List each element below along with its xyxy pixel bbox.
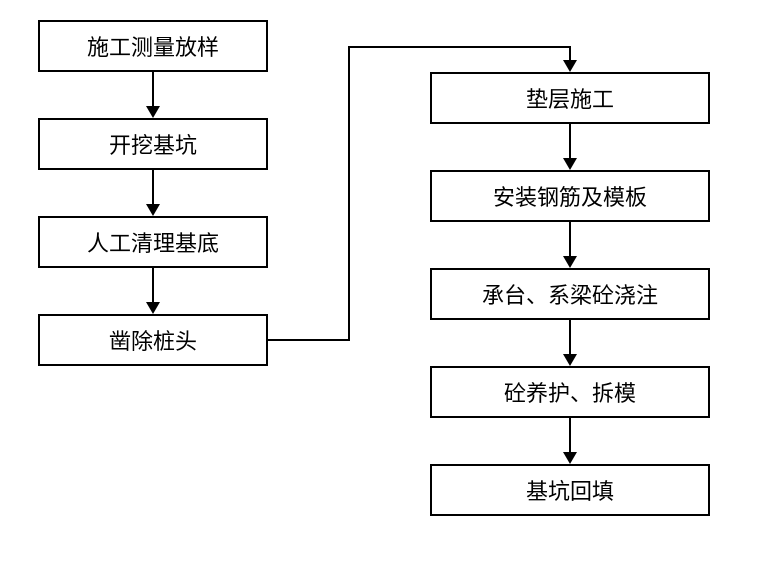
edge-n4-n5-h2 [348, 46, 570, 48]
flow-node-n9: 基坑回填 [430, 464, 710, 516]
node-label: 垫层施工 [526, 82, 614, 114]
flow-node-n2: 开挖基坑 [38, 118, 268, 170]
flow-node-n8: 砼养护、拆模 [430, 366, 710, 418]
edge-n4-n5-head [563, 60, 577, 72]
edge-n3-n4-line [152, 268, 154, 302]
edge-n1-n2-line [152, 72, 154, 106]
node-label: 承台、系梁砼浇注 [482, 278, 658, 310]
flow-node-n1: 施工测量放样 [38, 20, 268, 72]
node-label: 砼养护、拆模 [504, 376, 636, 408]
edge-n8-n9-line [569, 418, 571, 452]
edge-n7-n8-line [569, 320, 571, 354]
node-label: 基坑回填 [526, 474, 614, 506]
flow-node-n7: 承台、系梁砼浇注 [430, 268, 710, 320]
edge-n6-n7-head [563, 256, 577, 268]
edge-n7-n8-head [563, 354, 577, 366]
node-label: 施工测量放样 [87, 30, 219, 62]
edge-n8-n9-head [563, 452, 577, 464]
edge-n6-n7-line [569, 222, 571, 256]
edge-n3-n4-head [146, 302, 160, 314]
node-label: 安装钢筋及模板 [493, 180, 647, 212]
edge-n2-n3-head [146, 204, 160, 216]
edge-n1-n2-head [146, 106, 160, 118]
node-label: 人工清理基底 [87, 226, 219, 258]
edge-n2-n3-line [152, 170, 154, 204]
edge-n4-n5-h1 [268, 339, 350, 341]
edge-n4-n5-v [348, 46, 350, 341]
edge-n4-n5-v2 [569, 46, 571, 60]
node-label: 开挖基坑 [109, 128, 197, 160]
flow-node-n6: 安装钢筋及模板 [430, 170, 710, 222]
flow-node-n3: 人工清理基底 [38, 216, 268, 268]
flow-node-n5: 垫层施工 [430, 72, 710, 124]
edge-n5-n6-line [569, 124, 571, 158]
node-label: 凿除桩头 [109, 324, 197, 356]
edge-n5-n6-head [563, 158, 577, 170]
flow-node-n4: 凿除桩头 [38, 314, 268, 366]
